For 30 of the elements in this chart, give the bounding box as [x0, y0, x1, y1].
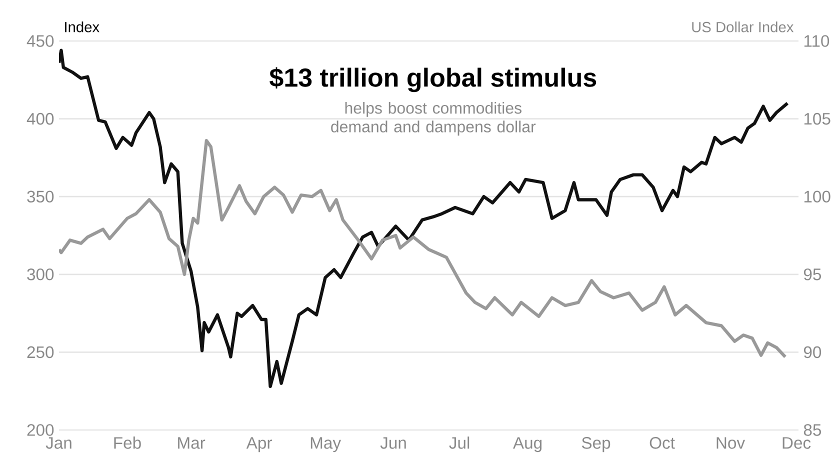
y-axis-title: Index	[65, 22, 100, 32]
x-tick-label: Mar	[178, 437, 206, 449]
y-tick-label: 200	[27, 424, 54, 436]
y2-tick-label: 105	[804, 112, 830, 125]
y2-tick-label: 100	[804, 190, 830, 203]
x-tick-label: Aug	[512, 437, 542, 452]
y-tick-label: 350	[27, 190, 54, 203]
x-tick-label: Sep	[582, 437, 610, 452]
x-tick-label: Jul	[449, 436, 470, 449]
y-tick-label: 250	[27, 346, 54, 358]
y2-tick-label: 95	[804, 268, 822, 280]
x-tick-label: Apr	[246, 437, 272, 452]
y2-tick-label: 110	[804, 35, 830, 47]
y-tick-label: 400	[26, 112, 54, 125]
line-series	[59, 48, 790, 388]
line-series	[59, 138, 787, 358]
y-tick-label: 300	[27, 268, 54, 280]
x-tick-label: Feb	[114, 436, 141, 449]
text: helps boost commodities demand and dampens dollar	[331, 102, 536, 136]
x-tick-label: Jun	[380, 437, 406, 449]
y2-tick-label: 90	[804, 346, 822, 358]
x-tick-label: May	[310, 437, 342, 452]
y-tick-label: 450	[26, 35, 54, 47]
x-tick-label: Dec	[782, 437, 811, 449]
y2-axis-title: US Dollar Index	[692, 22, 794, 32]
text: $13 trillion global stimulus	[270, 67, 596, 92]
x-tick-label: Jan	[46, 437, 72, 449]
y2-tick-label: 85	[804, 424, 822, 436]
x-tick-label: Oct	[650, 437, 675, 449]
x-tick-label: Nov	[716, 437, 746, 449]
